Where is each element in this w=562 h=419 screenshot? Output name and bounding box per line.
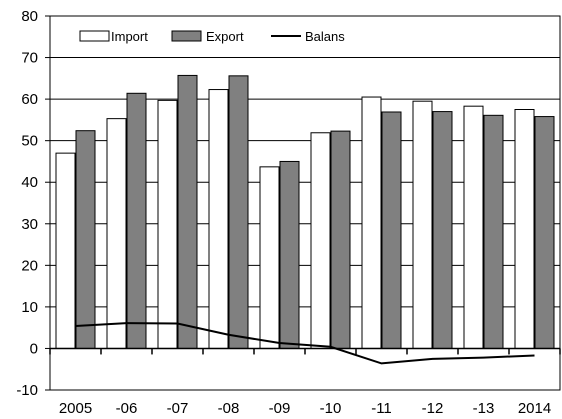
x-tick-label-3: -08: [218, 400, 240, 417]
export-bar-8: [483, 114, 504, 349]
axes: [45, 15, 561, 391]
export-bar-2: [177, 74, 198, 349]
y-tick-label-1: 0: [30, 340, 38, 357]
x-tick-label-9: 2014: [518, 400, 551, 417]
y-tick-label-8: 70: [21, 50, 38, 67]
x-tick-labels: 2005 -06 -07 -08 -09 -10 -11 -12 -13 2014: [59, 400, 551, 417]
x-tick-label-6: -11: [371, 400, 392, 417]
import-bar-6: [361, 96, 382, 349]
import-bar-5: [310, 132, 331, 349]
import-bar-8: [463, 105, 484, 349]
x-tick-label-5: -10: [320, 400, 342, 417]
x-tick-label-0: 2005: [59, 400, 92, 417]
import-bar-1: [106, 118, 127, 349]
legend-label-export: Export: [206, 29, 244, 44]
x-tick-label-7: -12: [422, 400, 444, 417]
legend-label-import: Import: [111, 29, 148, 44]
export-bar-0: [75, 130, 96, 349]
y-tick-label-4: 30: [21, 216, 38, 233]
y-tick-label-9: 80: [21, 8, 38, 25]
y-tick-label-7: 60: [21, 91, 38, 108]
export-bar-1: [126, 92, 147, 349]
import-bar-0: [55, 152, 76, 349]
export-bar-7: [432, 111, 453, 349]
y-tick-labels: -10 0 10 20 30 40 50 60 70 80: [16, 8, 38, 399]
bars: [55, 74, 555, 349]
y-tick-label-2: 10: [21, 299, 38, 316]
y-tick-label-5: 40: [21, 174, 38, 191]
import-bar-4: [259, 166, 280, 349]
x-tick-label-8: -13: [473, 400, 495, 417]
x-tick-label-1: -06: [116, 400, 138, 417]
import-bar-9: [514, 109, 535, 349]
export-bar-4: [279, 160, 300, 349]
y-tick-label-6: 50: [21, 133, 38, 150]
y-tick-label-0: -10: [16, 382, 38, 399]
export-bar-6: [381, 111, 402, 349]
y-tick-label-3: 20: [21, 257, 38, 274]
legend-label-balans: Balans: [305, 29, 345, 44]
import-bar-2: [157, 99, 178, 349]
balans-line-group: [75, 322, 535, 365]
import-bar-3: [208, 89, 229, 349]
export-bar-9: [534, 116, 555, 349]
export-bar-3: [228, 75, 249, 349]
balans-line: [75, 322, 535, 365]
legend: Import Export Balans: [79, 29, 345, 44]
legend-swatch-import: [79, 30, 110, 42]
export-bar-5: [330, 130, 351, 349]
legend-swatch-export: [171, 30, 202, 42]
x-tick-label-4: -09: [269, 400, 291, 417]
import-bar-7: [412, 100, 433, 349]
plot-frame: [49, 15, 561, 391]
x-tick-label-2: -07: [167, 400, 189, 417]
